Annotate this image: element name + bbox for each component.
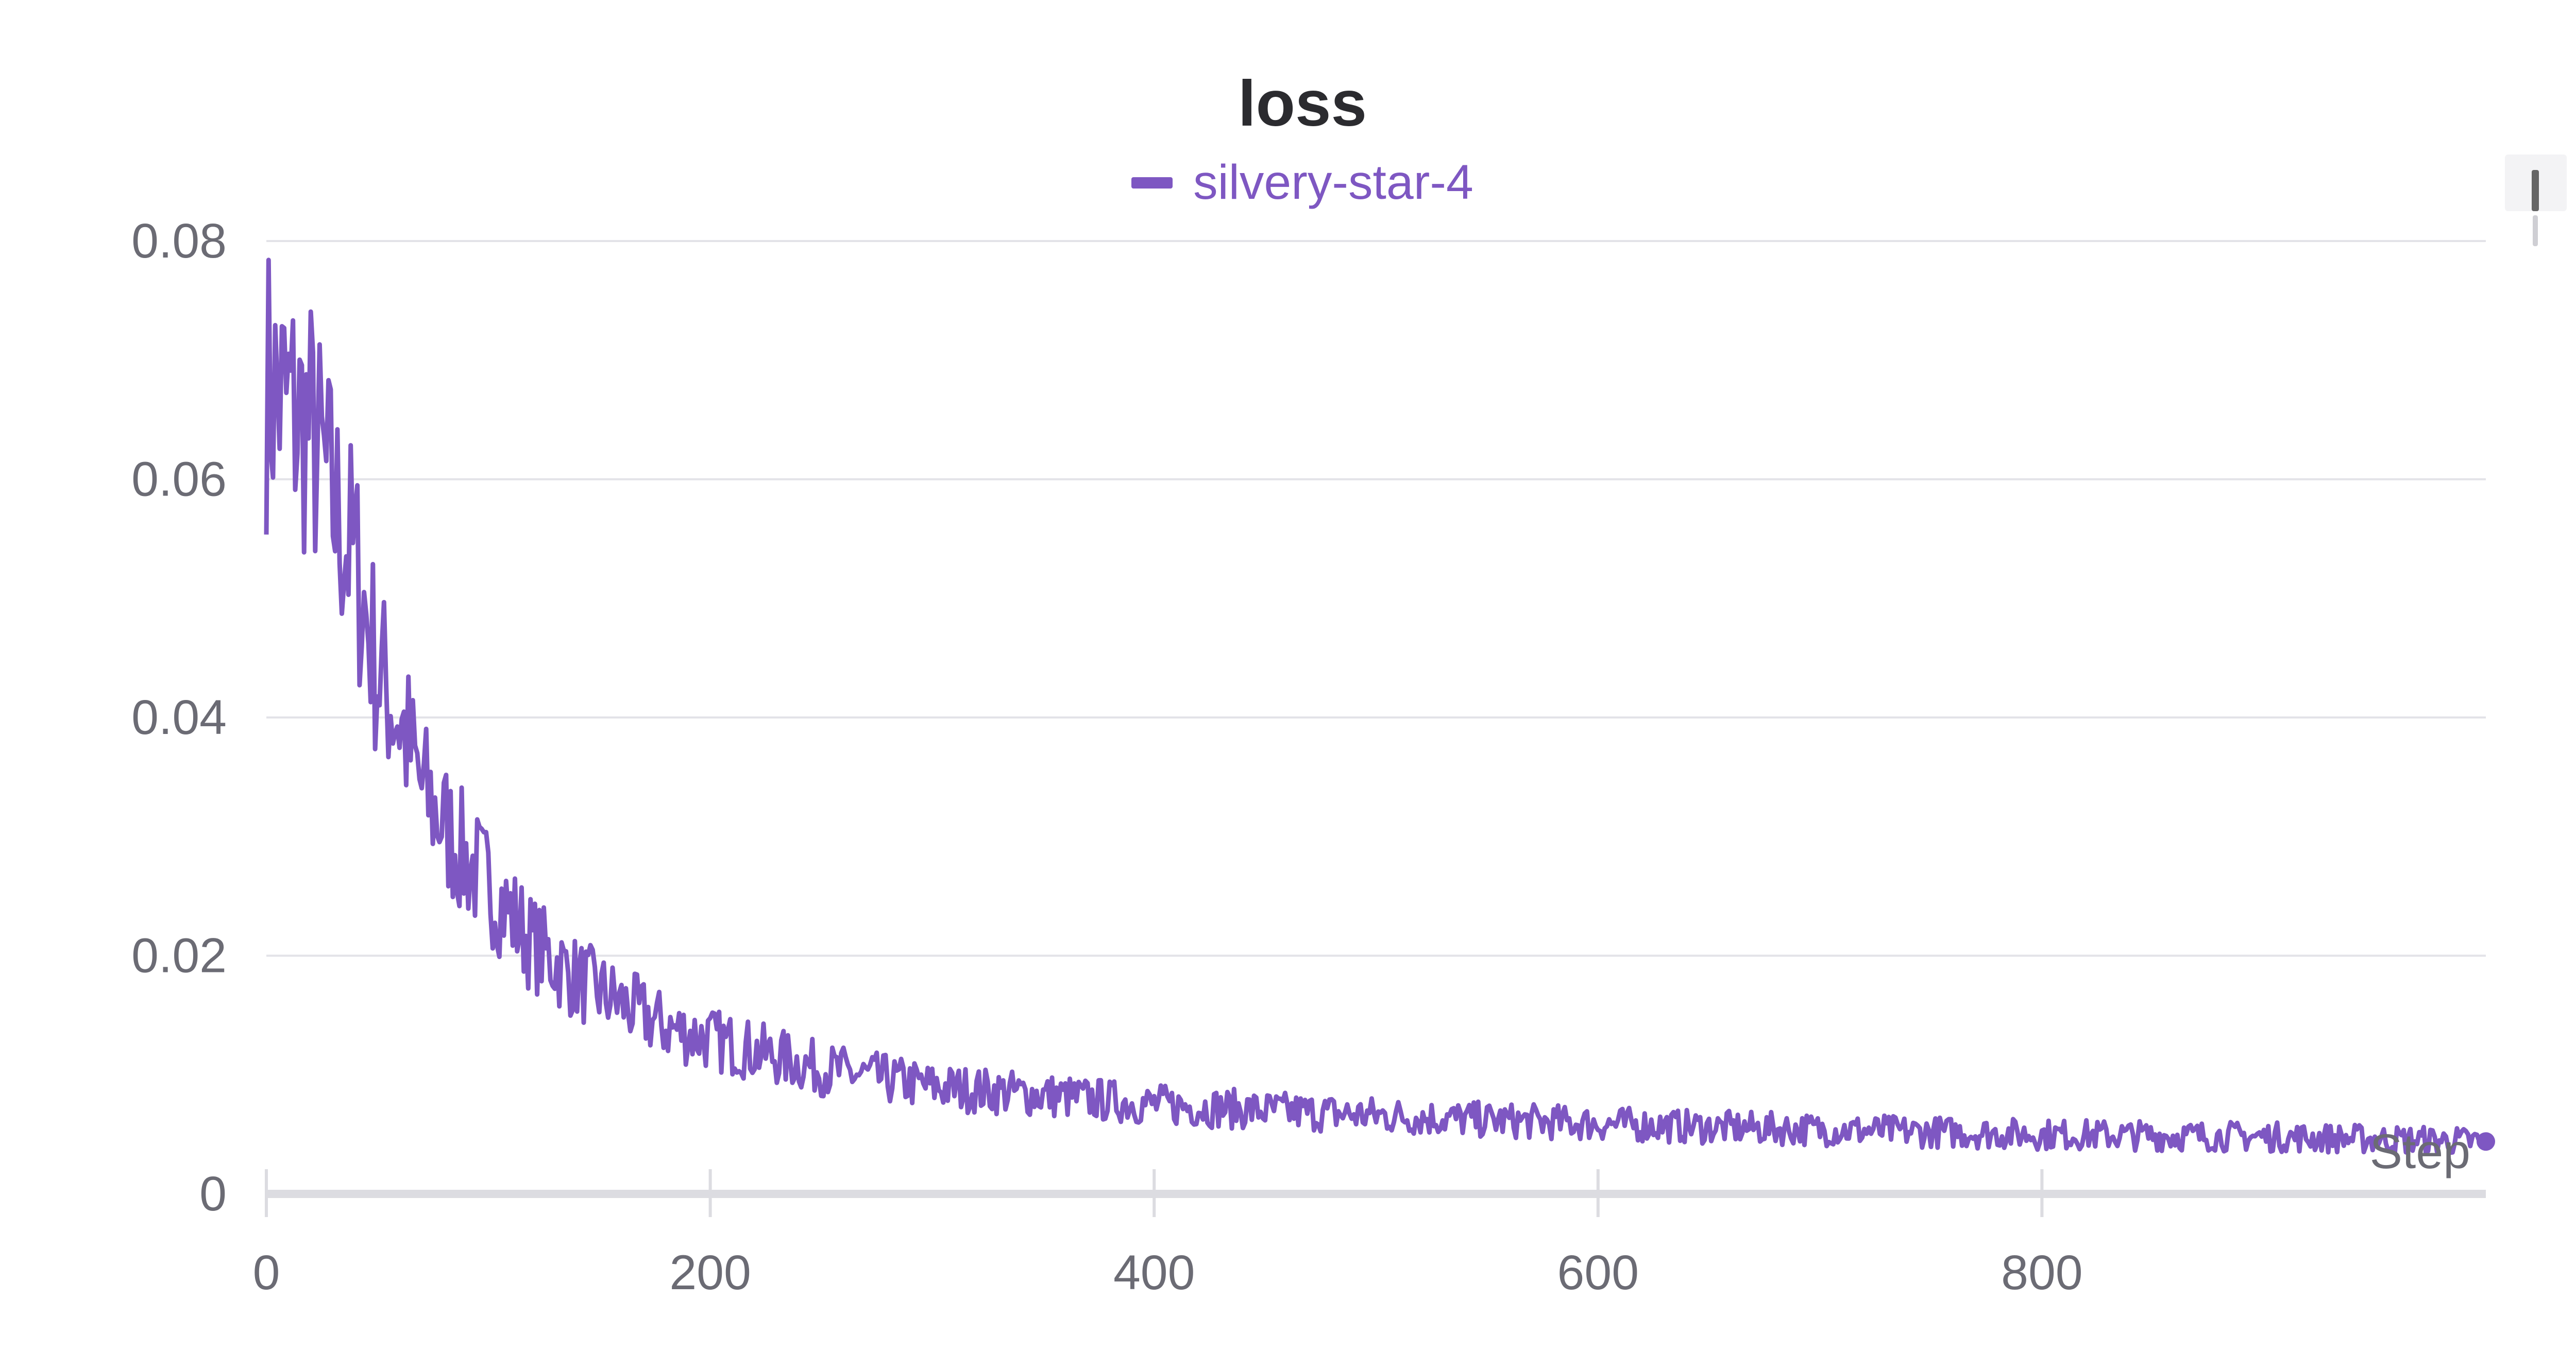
scroll-track xyxy=(2533,215,2538,246)
label-layer: 0 0.02 0.04 0.06 0.08 0 200 400 600 800 Step xyxy=(131,214,2470,1300)
y-tick-label: 0.08 xyxy=(131,214,227,268)
x-tick-label: 800 xyxy=(2001,1245,2083,1300)
y-tick-label: 0 xyxy=(199,1167,227,1221)
legend-swatch xyxy=(1131,177,1173,189)
y-tick-label: 0.04 xyxy=(131,690,227,745)
grid-layer xyxy=(266,240,2486,957)
axis-layer xyxy=(265,1169,2486,1217)
y-tick-label: 0.06 xyxy=(131,452,227,507)
x-tick-label: 0 xyxy=(253,1245,280,1300)
series-layer xyxy=(264,258,2495,1156)
series-end-point[interactable] xyxy=(2477,1132,2495,1151)
x-tick-label: 600 xyxy=(1557,1245,1639,1300)
y-tick-label: 0.02 xyxy=(131,929,227,983)
legend[interactable]: silvery-star-4 xyxy=(0,155,2576,211)
scroll-thumb[interactable] xyxy=(2532,170,2539,211)
series-line-silvery-star-4[interactable] xyxy=(264,258,2488,1156)
scroll-handle-icon[interactable] xyxy=(2505,155,2567,246)
x-tick-label: 400 xyxy=(1113,1245,1195,1300)
chart-title: loss xyxy=(1238,68,1367,140)
legend-label[interactable]: silvery-star-4 xyxy=(1193,155,1473,210)
x-axis-label: Step xyxy=(2370,1124,2470,1179)
x-tick-label: 200 xyxy=(669,1245,751,1300)
